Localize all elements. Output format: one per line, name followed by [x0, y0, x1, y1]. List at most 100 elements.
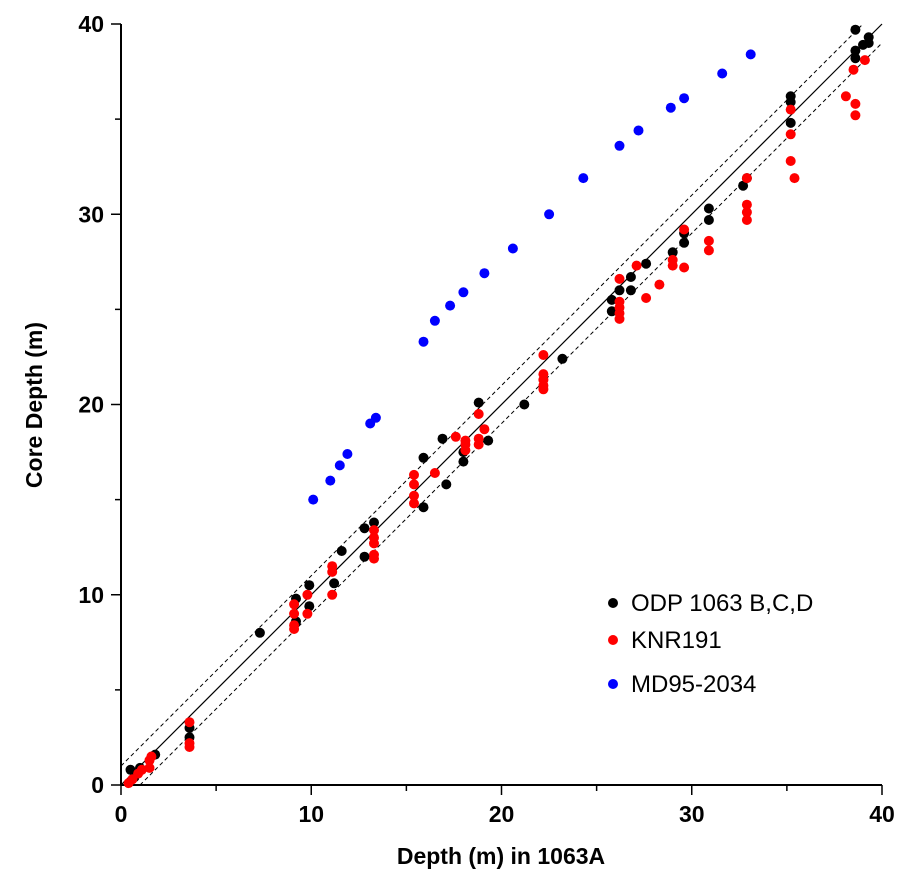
- data-point: [667, 247, 678, 258]
- data-point: [409, 479, 419, 490]
- y-tick-label: 30: [78, 201, 104, 227]
- data-point: [136, 764, 147, 775]
- data-point: [437, 433, 448, 444]
- data-point: [329, 578, 340, 589]
- legend-marker-odp: [608, 598, 618, 608]
- reference-lines: [120, 23, 883, 786]
- data-point: [409, 469, 419, 480]
- series-1: [123, 55, 870, 789]
- legend-label: MD95-2034: [631, 671, 756, 698]
- data-point: [418, 502, 429, 513]
- data-point: [336, 546, 347, 556]
- data-point: [325, 475, 336, 486]
- data-point: [785, 129, 796, 140]
- data-point: [544, 209, 555, 220]
- data-point: [327, 566, 338, 577]
- legend-item: KNR191: [608, 627, 722, 654]
- data-point: [125, 764, 136, 775]
- identity-line: [120, 23, 883, 786]
- data-point: [703, 203, 714, 214]
- data-point: [717, 68, 728, 79]
- data-point: [840, 91, 851, 102]
- data-point: [184, 717, 195, 728]
- data-point: [641, 258, 652, 269]
- legend-label: KNR191: [631, 627, 722, 654]
- x-tick-label: 40: [869, 801, 895, 827]
- data-point: [614, 285, 625, 296]
- x-ticks: 0 10 20 30 40: [115, 785, 895, 827]
- data-point: [473, 397, 484, 408]
- data-point: [308, 494, 319, 505]
- data-point: [578, 173, 589, 184]
- data-point: [606, 306, 617, 317]
- x-tick-label: 30: [679, 801, 705, 827]
- data-points: [123, 24, 874, 789]
- data-point: [359, 523, 370, 534]
- data-point: [458, 287, 469, 298]
- data-point: [557, 353, 568, 364]
- legend-item: MD95-2034: [608, 671, 756, 698]
- y-ticks: 0 10 20 30 40: [78, 11, 121, 798]
- data-point: [741, 215, 752, 225]
- data-point: [679, 93, 690, 104]
- data-point: [519, 399, 530, 410]
- data-point: [741, 199, 752, 210]
- data-point: [445, 300, 456, 311]
- data-point: [703, 245, 714, 256]
- data-point: [327, 589, 338, 600]
- data-point: [441, 479, 452, 490]
- x-tick-label: 20: [489, 801, 515, 827]
- data-point: [418, 336, 429, 347]
- y-axis-title: Core Depth (m): [21, 322, 47, 488]
- data-point: [289, 599, 300, 610]
- legend-label: ODP 1063 B,C,D: [631, 590, 813, 617]
- data-point: [302, 589, 313, 600]
- y-tick-label: 20: [78, 392, 104, 418]
- data-point: [741, 173, 752, 184]
- data-point: [614, 140, 625, 151]
- legend-item: ODP 1063 B,C,D: [608, 590, 813, 617]
- data-point: [473, 439, 484, 450]
- data-point: [850, 98, 861, 109]
- data-point: [614, 313, 625, 324]
- x-axis-title: Depth (m) in 1063A: [397, 843, 605, 869]
- data-point: [369, 553, 379, 564]
- data-point: [850, 24, 861, 35]
- data-point: [460, 445, 471, 456]
- data-point: [146, 751, 157, 762]
- data-point: [850, 53, 861, 64]
- data-point: [859, 55, 870, 66]
- data-point: [429, 315, 440, 326]
- data-point: [738, 180, 749, 191]
- data-point: [302, 608, 313, 619]
- data-point: [631, 260, 642, 271]
- y-tick-label: 40: [78, 11, 104, 37]
- data-point: [289, 608, 300, 619]
- data-point: [538, 350, 549, 360]
- data-point: [409, 498, 419, 509]
- data-point: [850, 45, 861, 56]
- legend-marker-md: [608, 679, 618, 689]
- data-point: [289, 620, 300, 631]
- series-2: [308, 49, 756, 505]
- data-point: [342, 449, 353, 459]
- data-point: [409, 490, 419, 501]
- data-point: [538, 384, 549, 395]
- data-point: [745, 49, 756, 60]
- legend: ODP 1063 B,C,D KNR191 MD95-2034: [608, 590, 813, 698]
- data-point: [144, 762, 155, 773]
- data-point: [606, 294, 617, 305]
- data-point: [479, 268, 490, 279]
- data-point: [863, 38, 874, 48]
- data-point: [785, 117, 796, 128]
- data-point: [418, 452, 429, 463]
- data-point: [785, 104, 796, 115]
- data-point: [679, 224, 690, 235]
- data-point: [429, 468, 440, 478]
- data-point: [369, 517, 379, 528]
- data-point: [741, 207, 752, 218]
- data-point: [625, 272, 636, 282]
- data-point: [848, 64, 859, 75]
- data-point: [703, 215, 714, 225]
- data-point: [614, 273, 625, 284]
